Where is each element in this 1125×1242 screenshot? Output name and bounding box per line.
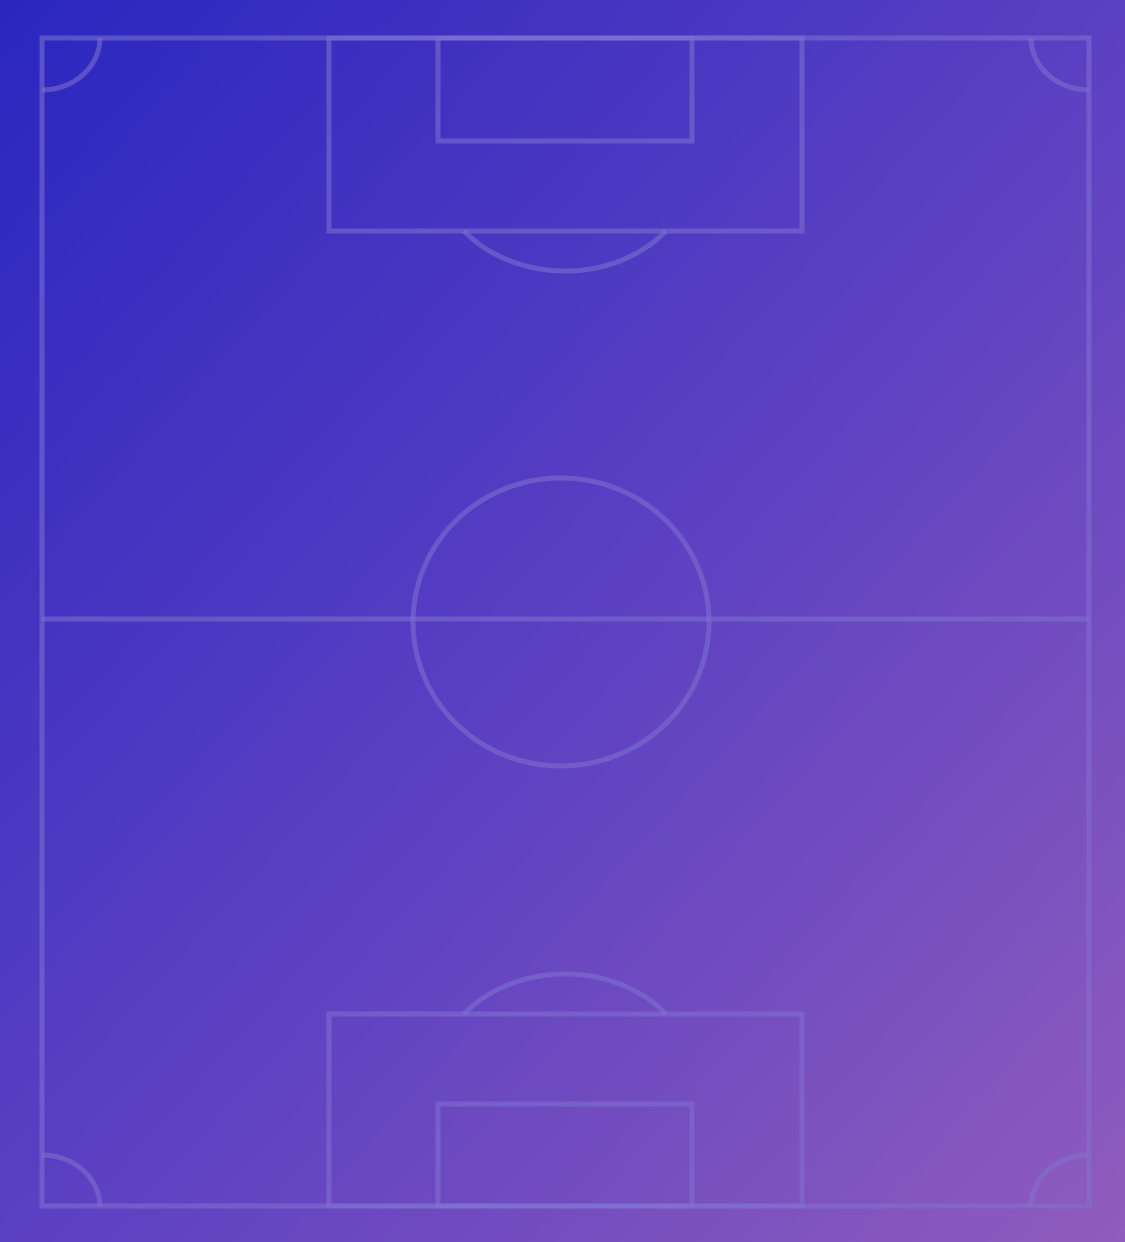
corner-arc-bottom-left bbox=[41, 1152, 103, 1207]
corner-arc-bottom-right bbox=[1028, 1152, 1090, 1207]
corner-arc-top-right bbox=[1028, 37, 1090, 93]
bottom-goal-area bbox=[435, 1101, 695, 1209]
center-circle bbox=[410, 475, 712, 769]
corner-arc-top-left bbox=[41, 37, 103, 93]
bottom-penalty-arc bbox=[462, 971, 668, 1016]
top-goal-area bbox=[435, 35, 695, 144]
top-penalty-arc bbox=[462, 229, 668, 274]
